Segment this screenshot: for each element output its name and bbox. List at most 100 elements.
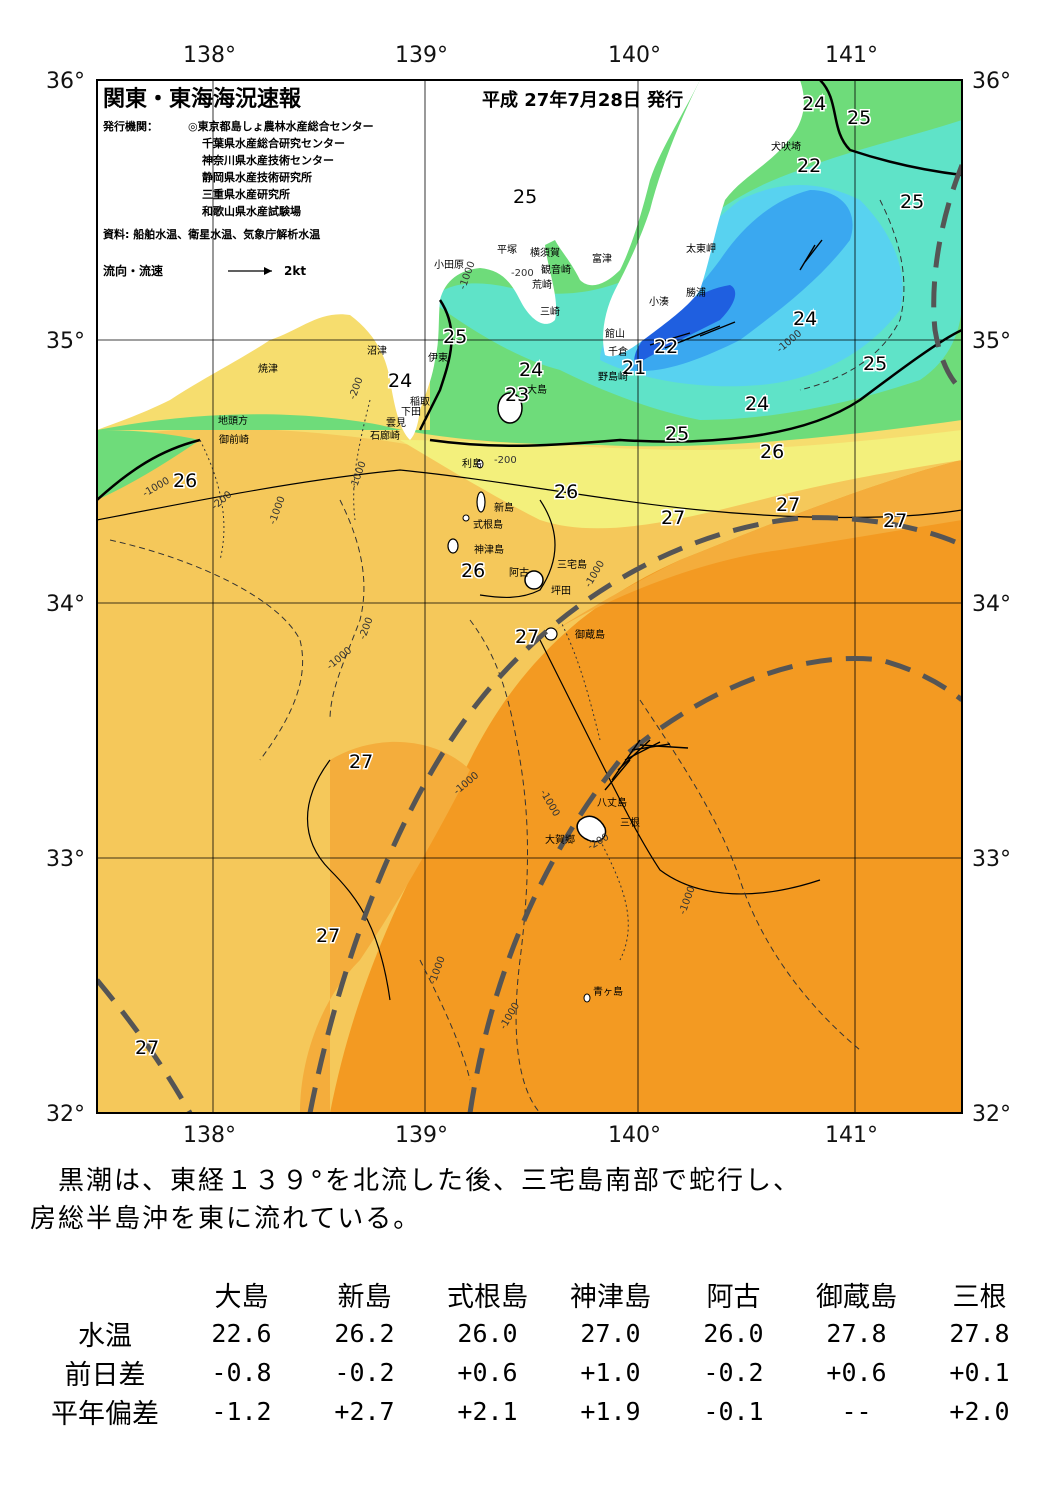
place-label: 野島崎: [598, 370, 628, 383]
isotherm-label: 27: [776, 494, 800, 516]
isotherm-label: 24: [793, 308, 817, 330]
kuroshio-axis: [97, 164, 962, 1113]
axis-labels: 138° 139° 140° 141° 138° 139° 140° 141° …: [46, 43, 1011, 1148]
place-label: 地頭方: [218, 414, 248, 427]
isotherm-label: 27: [661, 507, 685, 529]
isotherm-label: 24: [745, 393, 769, 415]
band-27b: [300, 741, 470, 1113]
temperature-fill: [97, 80, 962, 1113]
place-label: 富津: [592, 252, 612, 265]
band-21: [634, 285, 736, 365]
column-header: 御蔵島: [816, 1282, 897, 1313]
isotherm-label: 27: [316, 925, 340, 947]
table-cell: --: [841, 1397, 872, 1426]
place-label: 三根: [620, 816, 640, 829]
table-cell: +2.7: [334, 1397, 395, 1426]
isotherm-label: 24: [802, 93, 826, 115]
table-row: 平年偏差 -1.2 +2.7 +2.1 +1.9 -0.1 -- +2.0: [30, 1392, 1041, 1431]
row-label: 前日差: [64, 1360, 146, 1391]
lat-label-left: 33°: [46, 847, 85, 872]
isotherm-label: 24: [388, 370, 412, 392]
table-corner: [30, 1275, 180, 1314]
column-header: 式根島: [447, 1282, 528, 1313]
place-label: 横須賀: [530, 246, 560, 259]
isotherm-label: 26: [760, 441, 784, 463]
place-label: 小田原: [434, 259, 464, 271]
column-header: 三根: [952, 1282, 1007, 1313]
place-label: 青ヶ島: [593, 985, 623, 998]
sea-temperature-map: 138° 139° 140° 141° 138° 139° 140° 141° …: [46, 43, 1011, 1148]
isotherm-label: 24: [519, 359, 543, 381]
table-cell: +2.1: [457, 1397, 518, 1426]
isotherm-label: 25: [863, 353, 887, 375]
table-cell: +1.9: [580, 1397, 641, 1426]
band-28: [330, 460, 962, 1113]
table-cell: -0.2: [703, 1358, 764, 1387]
lat-label-right: 33°: [972, 847, 1011, 872]
row-label: 水温: [78, 1321, 132, 1352]
band-26b: [400, 430, 962, 529]
place-label: 三崎: [540, 305, 560, 318]
table-row: 前日差 -0.8 -0.2 +0.6 +1.0 -0.2 +0.6 +0.1: [30, 1353, 1041, 1392]
island-hachijojima: [576, 815, 607, 843]
land-boso: [603, 80, 804, 357]
table-cell: 26.0: [703, 1319, 764, 1348]
lat-label-left: 32°: [46, 1102, 85, 1127]
place-label: 観音崎: [541, 263, 571, 276]
column-header: 阿古: [706, 1282, 761, 1313]
place-label: 小湊: [649, 295, 669, 308]
column-header: 大島: [214, 1282, 269, 1313]
place-label: 沼津: [367, 344, 387, 357]
lon-label-bottom: 138°: [183, 1123, 236, 1148]
publisher-item: 神奈川県水産技術センター: [202, 153, 334, 167]
isotherm-label: 23: [505, 384, 529, 406]
current-vectors: [604, 239, 823, 791]
place-label: 坪田: [551, 584, 571, 597]
island-oshima: [497, 392, 523, 424]
place-label: 館山: [605, 327, 625, 340]
isotherm-label: 25: [847, 107, 871, 129]
table-cell: +1.0: [580, 1358, 641, 1387]
place-label: 新島: [494, 501, 514, 514]
place-label: 稲取: [410, 396, 430, 408]
legend-label: 流向・流速: [103, 263, 163, 278]
legend-speed: 2kt: [284, 264, 306, 278]
isotherm-label: 27: [349, 751, 373, 773]
table-cell: 26.0: [457, 1319, 518, 1348]
isotherm-label: 26: [461, 560, 485, 582]
place-label: 大賀郷: [545, 833, 575, 846]
lon-label-top: 138°: [183, 43, 236, 68]
issue-date: 平成 27年7月28日 発行: [482, 89, 683, 111]
table-cell: -1.2: [211, 1397, 272, 1426]
place-label: 八丈島: [597, 796, 627, 809]
lat-label-left: 34°: [46, 592, 85, 617]
table-cell: -0.2: [334, 1358, 395, 1387]
table-cell: +0.6: [457, 1358, 518, 1387]
isotherm-label: 25: [443, 326, 467, 348]
column-header: 新島: [337, 1282, 392, 1313]
lat-label-left: 35°: [46, 329, 85, 354]
place-labels: 犬吠埼 太東岬 勝浦 小湊 富津 横須賀 観音崎 荒崎 三崎 平塚 小田原 館山…: [218, 140, 801, 998]
map-frame: [96, 79, 963, 1114]
summary-line: 黒潮は、東経１３９°を北流した後、三宅島南部で蛇行し、: [30, 1166, 802, 1196]
depth-contours: [109, 199, 905, 1113]
isotherm-label: 27: [135, 1037, 159, 1059]
isotherm-label: 26: [554, 481, 578, 503]
lon-label-bottom: 140°: [608, 1123, 661, 1148]
band-27c: [540, 460, 962, 640]
depth-label: -200: [511, 268, 534, 279]
isotherm-labels: 25 24 25 22 25 24 25 22 21 24 25 26 25 2…: [134, 92, 926, 1061]
isotherm-label: 27: [883, 510, 907, 532]
place-label: 平塚: [497, 244, 517, 256]
isotherm-label: 21: [622, 357, 646, 379]
lon-label-top: 139°: [395, 43, 448, 68]
place-label: 雲見: [386, 417, 406, 429]
lon-label-bottom: 139°: [395, 1123, 448, 1148]
summary-line: 房総半島沖を東に流れている。: [30, 1204, 422, 1234]
isotherm-label: 26: [173, 470, 197, 492]
table-row: 水温 22.6 26.2 26.0 27.0 26.0 27.8 27.8: [30, 1314, 1041, 1353]
map-header: 関東・東海海況速報 平成 27年7月28日 発行 発行機関： ◎東京都島しょ農林…: [102, 86, 683, 278]
place-label: 太東岬: [686, 242, 716, 255]
isotherm-lines: [97, 80, 962, 1001]
table-cell: +0.1: [949, 1358, 1010, 1387]
